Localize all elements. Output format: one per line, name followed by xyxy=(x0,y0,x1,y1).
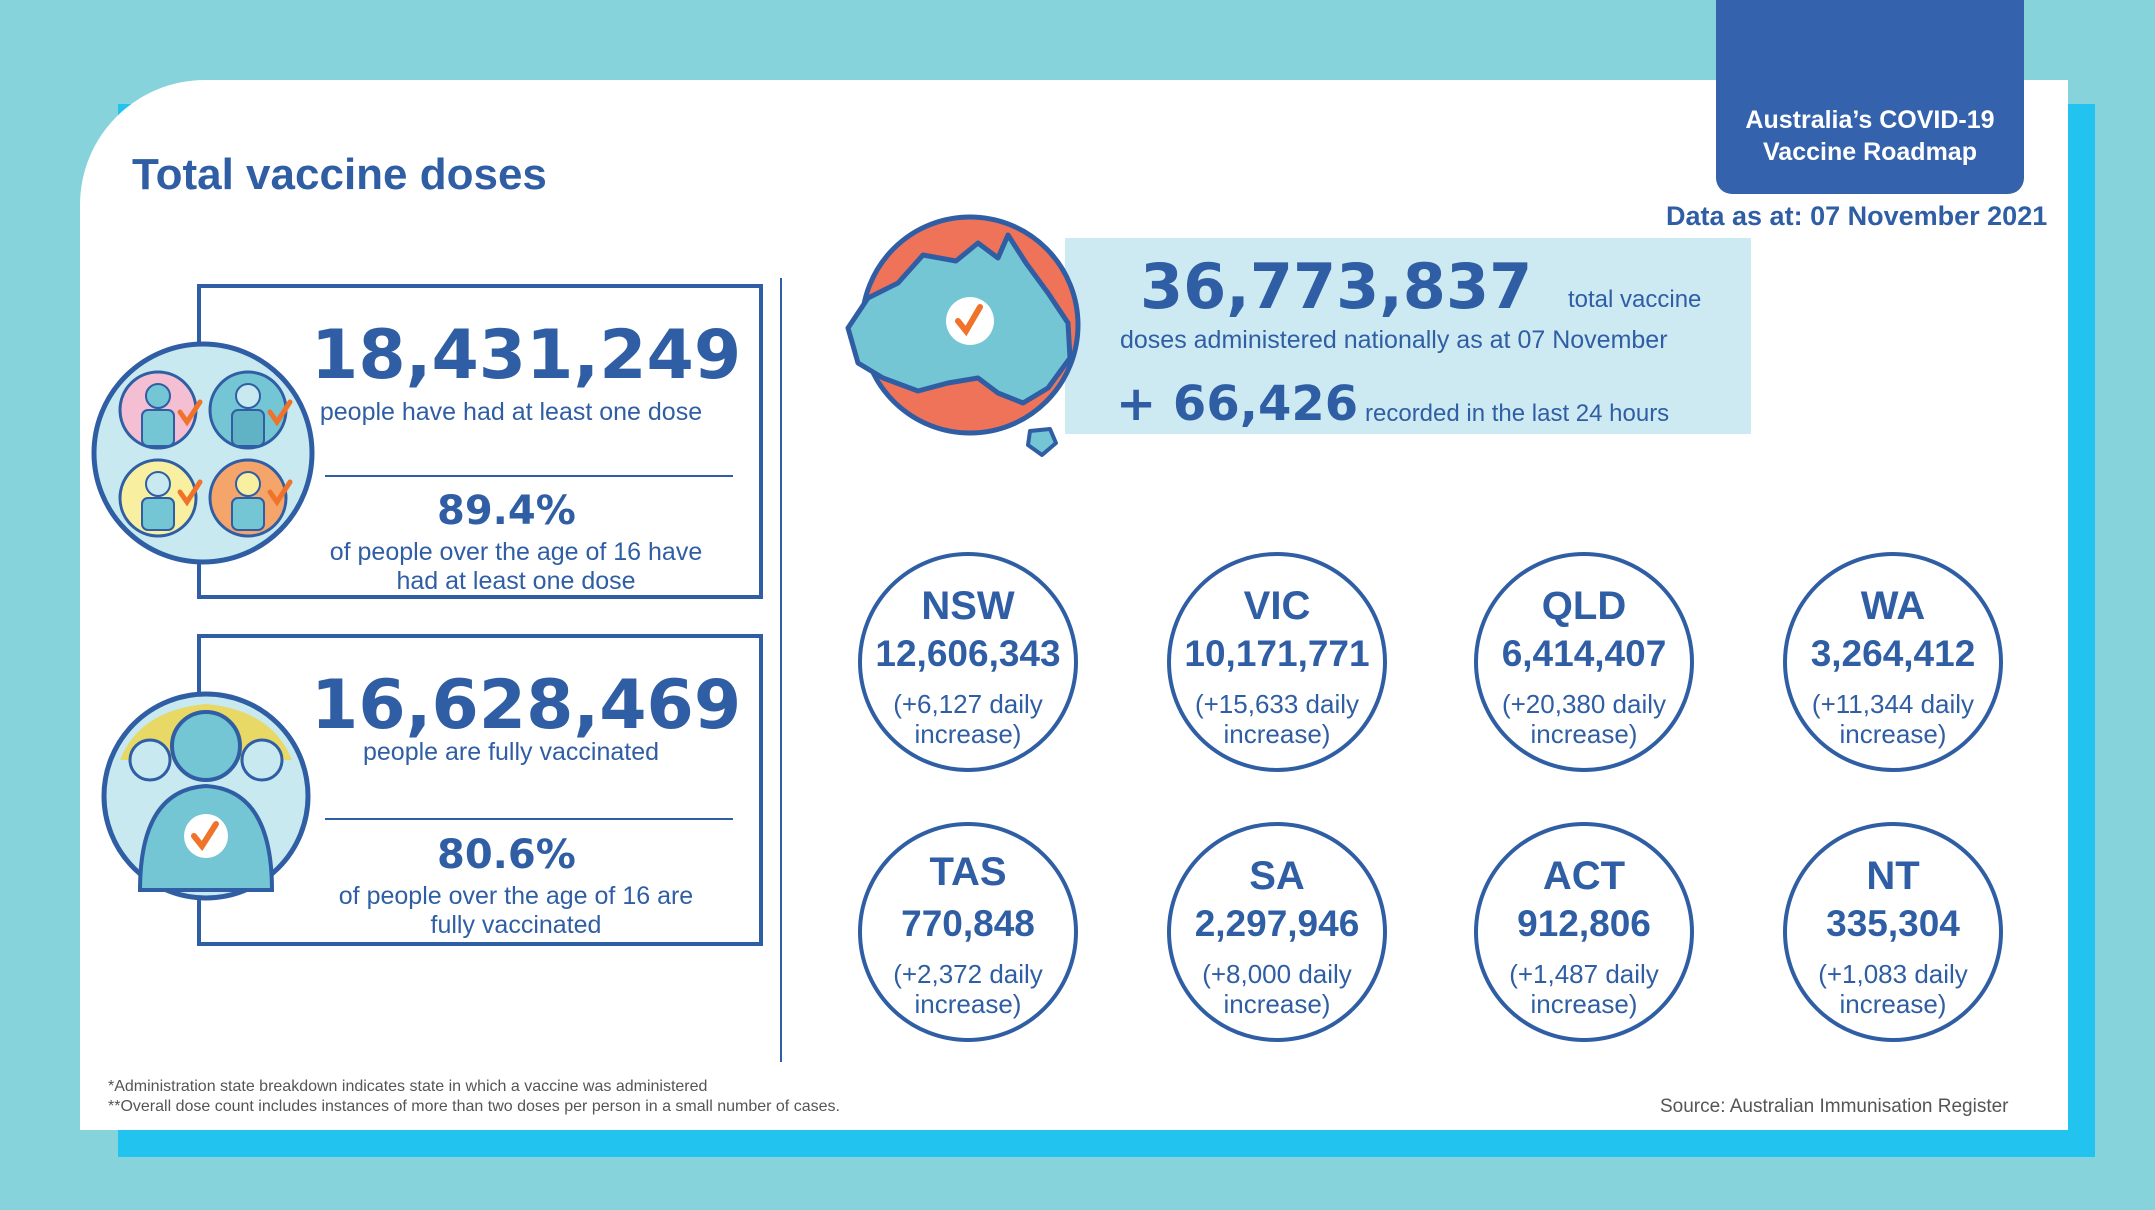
state-circle-nt: NT 335,304 (+1,083 daily increase) xyxy=(1783,822,2003,1042)
state-value: 335,304 xyxy=(1826,903,1960,944)
state-name: TAS xyxy=(929,850,1007,894)
fully-vaccinated-divider xyxy=(325,818,733,820)
page-title: Total vaccine doses xyxy=(132,150,547,199)
state-value: 12,606,343 xyxy=(875,633,1061,674)
state-name: QLD xyxy=(1541,584,1627,628)
fully-vaccinated-label: people are fully vaccinated xyxy=(362,738,660,766)
first-dose-divider xyxy=(325,475,733,477)
fully-vaccinated-person-icon xyxy=(101,691,311,901)
state-name: SA xyxy=(1249,854,1305,898)
date-value: 07 November 2021 xyxy=(1810,201,2048,231)
roadmap-tag: Australia’s COVID-19 Vaccine Roadmap xyxy=(1716,0,2024,194)
roadmap-line-2: Vaccine Roadmap xyxy=(1763,138,1977,166)
date-label: Data as at: xyxy=(1666,201,1803,231)
roadmap-line-1: Australia’s COVID-19 xyxy=(1745,106,1995,134)
state-increase: (+20,380 daily xyxy=(1501,689,1667,719)
state-circle-act: ACT 912,806 (+1,487 daily increase) xyxy=(1474,822,1694,1042)
first-dose-percent-text-1: of people over the age of 16 have xyxy=(329,538,703,566)
first-dose-percent: 89.4% xyxy=(437,488,576,534)
fully-vaccinated-percent-text-2: fully vaccinated xyxy=(430,911,602,939)
australia-map-icon xyxy=(845,214,1081,457)
state-value: 10,171,771 xyxy=(1184,633,1370,674)
national-increase: + 66,426 xyxy=(1116,376,1359,432)
vertical-divider xyxy=(780,278,782,1062)
national-total: 36,773,837 xyxy=(1140,250,1533,323)
state-circle-vic: VIC 10,171,771 (+15,633 daily increase) xyxy=(1167,552,1387,772)
state-value: 3,264,412 xyxy=(1810,633,1976,674)
first-dose-count: 18,431,249 xyxy=(311,316,742,395)
state-value: 912,806 xyxy=(1517,903,1651,944)
state-name: ACT xyxy=(1542,854,1626,898)
state-circle-wa: WA 3,264,412 (+11,344 daily increase) xyxy=(1783,552,2003,772)
source-note: Source: Australian Immunisation Register xyxy=(1660,1096,2009,1117)
national-panel xyxy=(1065,238,1751,434)
fully-vaccinated-count: 16,628,469 xyxy=(311,666,742,745)
fully-vaccinated-percent: 80.6% xyxy=(437,832,576,878)
state-name: WA xyxy=(1860,584,1926,628)
data-date: Data as at: 07 November 2021 xyxy=(1666,201,2047,232)
state-increase-2: increase) xyxy=(1839,989,1947,1019)
state-value: 6,414,407 xyxy=(1501,633,1667,674)
first-dose-percent-text-2: had at least one dose xyxy=(396,567,636,595)
state-increase-2: increase) xyxy=(914,719,1022,749)
state-increase-2: increase) xyxy=(1530,719,1638,749)
national-total-text: doses administered nationally as at 07 N… xyxy=(1120,326,1668,354)
state-circle-sa: SA 2,297,946 (+8,000 daily increase) xyxy=(1167,822,1387,1042)
state-circle-qld: QLD 6,414,407 (+20,380 daily increase) xyxy=(1474,552,1694,772)
first-dose-percent-text: of people over the age of 16 have had at… xyxy=(301,538,731,596)
first-dose-label: people have had at least one dose xyxy=(319,398,703,426)
state-increase: (+8,000 daily xyxy=(1202,959,1352,989)
state-increase: (+11,344 daily xyxy=(1811,689,1975,719)
state-increase-2: increase) xyxy=(1839,719,1947,749)
state-increase-2: increase) xyxy=(1223,719,1331,749)
footnote-2: **Overall dose count includes instances … xyxy=(108,1098,840,1115)
state-increase: (+15,633 daily xyxy=(1194,689,1360,719)
state-increase: (+2,372 daily xyxy=(893,959,1043,989)
people-group-icon xyxy=(91,341,315,565)
fully-vaccinated-percent-text-1: of people over the age of 16 are xyxy=(338,882,694,910)
state-name: NSW xyxy=(921,584,1015,628)
state-value: 2,297,946 xyxy=(1194,903,1360,944)
state-increase: (+6,127 daily xyxy=(893,689,1043,719)
state-increase-2: increase) xyxy=(1530,989,1638,1019)
national-total-suffix: total vaccine xyxy=(1568,286,1702,313)
state-name: NT xyxy=(1866,854,1920,898)
state-increase-2: increase) xyxy=(1223,989,1331,1019)
footnote-1: *Administration state breakdown indicate… xyxy=(108,1078,708,1095)
state-name: VIC xyxy=(1243,584,1311,628)
state-increase: (+1,083 daily xyxy=(1818,959,1968,989)
fully-vaccinated-percent-text: of people over the age of 16 are fully v… xyxy=(301,882,731,940)
state-increase: (+1,487 daily xyxy=(1509,959,1659,989)
national-increase-text: recorded in the last 24 hours xyxy=(1365,400,1670,427)
state-circle-tas: TAS 770,848 (+2,372 daily increase) xyxy=(858,822,1078,1042)
state-increase-2: increase) xyxy=(914,989,1022,1019)
state-circle-nsw: NSW 12,606,343 (+6,127 daily increase) xyxy=(858,552,1078,772)
state-value: 770,848 xyxy=(901,903,1035,944)
